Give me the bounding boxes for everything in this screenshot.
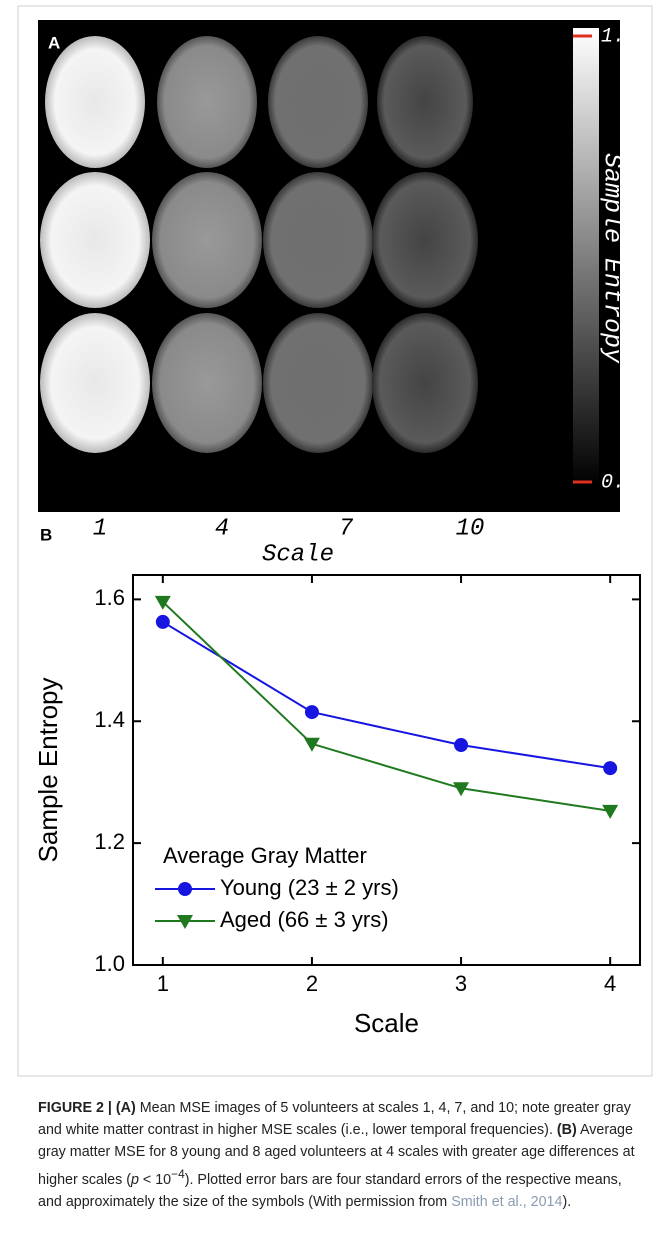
caption-label: (B) [556,1122,577,1138]
figure-label: FIGURE 2 | [38,1100,112,1116]
scale-label: 4 [215,515,229,542]
x-axis-title: Scale [354,1008,419,1038]
marker [453,782,470,797]
caption-text: ). [562,1193,572,1210]
panel-label: A [48,33,60,52]
marker [155,614,170,629]
scale-label: 7 [339,515,354,542]
colorbar-max: 1.8 [601,25,637,48]
caption-text: < 10 [138,1171,172,1188]
caption-text: Mean MSE images of 5 volunteers at scale… [38,1100,631,1138]
marker [603,761,618,776]
marker [454,738,469,753]
marker [303,737,320,752]
panel-label: B [40,525,52,544]
y-tick-label: 1.4 [94,707,125,732]
y-axis-title: Sample Entropy [33,678,63,863]
caption-text: Average gray matter MSE for 8 young and … [38,1122,635,1188]
figure-border [17,5,653,1077]
caption-text: −4 [171,1167,185,1181]
scale-title: Scale [262,541,334,568]
colorbar [573,28,599,486]
legend-marker [177,915,193,929]
colorbar-min: 0.6 [601,471,637,494]
marker [602,804,619,819]
series-line [162,601,611,812]
citation-link[interactable]: Smith et al., 2014 [451,1193,563,1210]
y-tick-label: 1.0 [94,951,125,976]
marker [304,705,319,720]
caption-label: (A) [115,1100,136,1116]
series-line [162,621,611,770]
legend-label: Aged (66 ± 3 yrs) [220,907,389,932]
x-tick-label: 3 [455,971,467,996]
caption-text: p [130,1171,139,1188]
figure: A 1.8 0.6 Sample Entropy B 1 4 7 10 Scal… [17,5,653,1077]
plot-frame [132,574,641,966]
y-tick-label: 1.6 [94,585,125,610]
caption: FIGURE 2 | (A) Mean MSE images of 5 volu… [38,1097,638,1213]
x-tick-label: 4 [604,971,616,996]
scale-label: 1 [93,515,107,542]
caption-text: ). Plotted error bars are four standard … [38,1171,622,1210]
legend-title: Average Gray Matter [163,843,367,868]
scale-label: 10 [456,515,485,542]
x-tick-label: 1 [157,971,169,996]
y-tick-label: 1.2 [94,829,125,854]
x-tick-label: 2 [306,971,318,996]
legend-marker [178,882,192,896]
marker [154,595,171,610]
brain-images [40,36,478,453]
legend-label: Young (23 ± 2 yrs) [220,875,399,900]
colorbar-title: Sample Entropy [597,153,626,364]
